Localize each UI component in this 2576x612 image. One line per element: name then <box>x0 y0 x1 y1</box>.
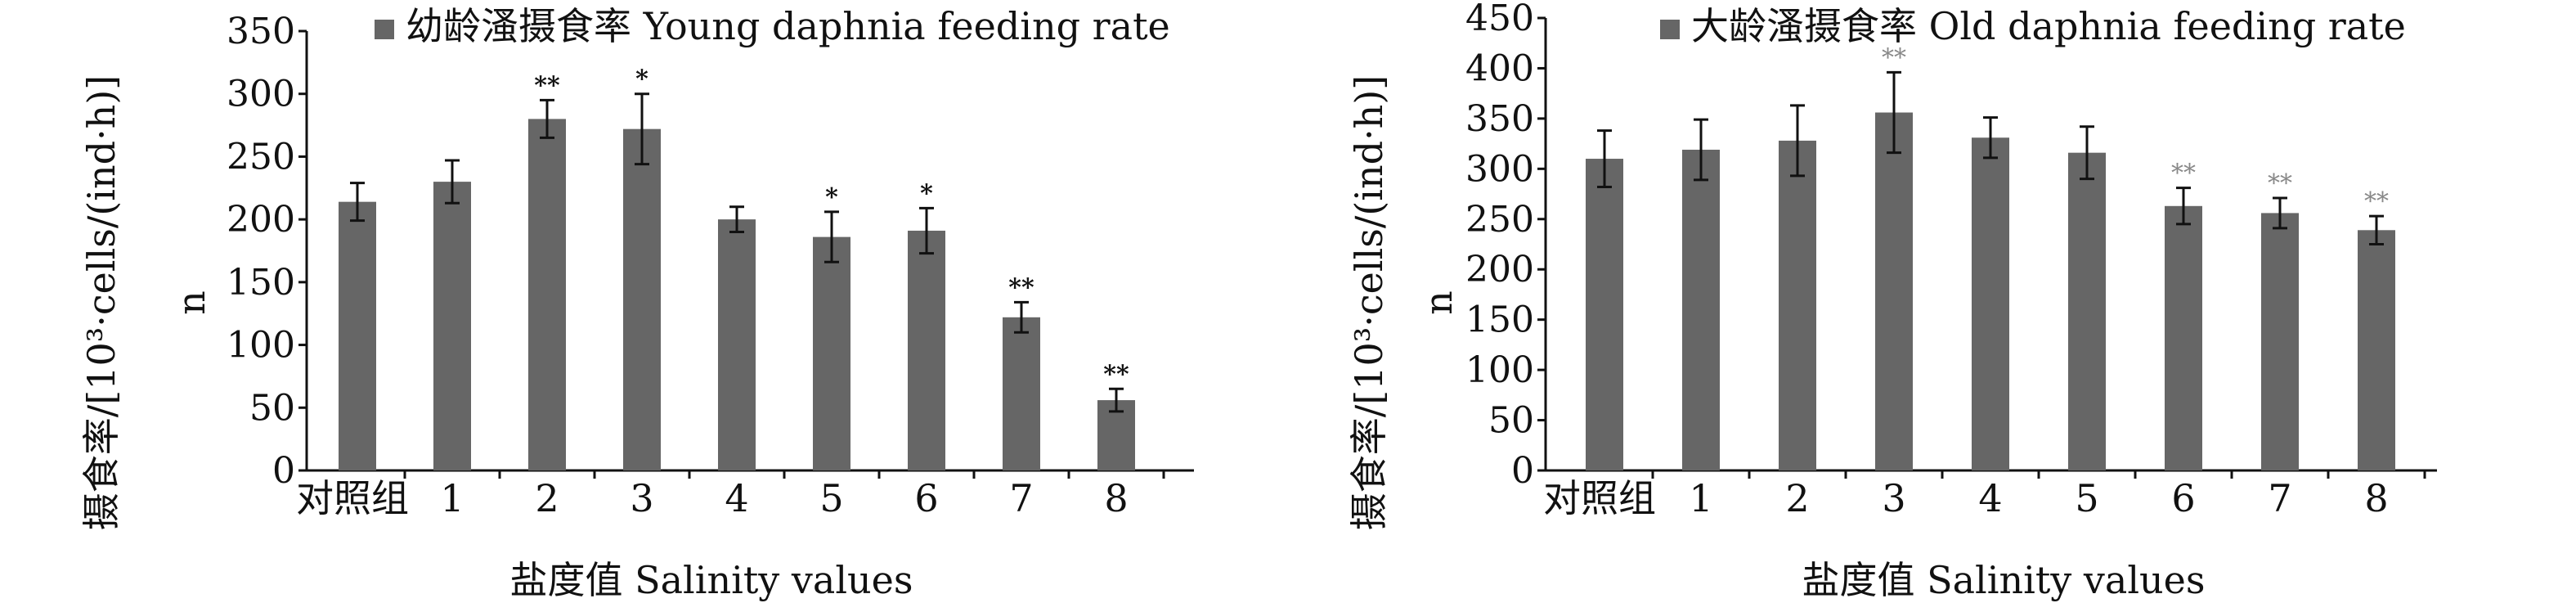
significance-mark-7: ** <box>2268 169 2292 198</box>
significance-mark-3: * <box>635 65 648 94</box>
legend-label-0: 幼龄溞摄食率 Young daphnia feeding rate <box>406 4 1170 48</box>
significance-mark-8: ** <box>2364 187 2389 216</box>
y-tick-label: 100 <box>227 325 295 367</box>
bar-5 <box>2068 152 2106 470</box>
bar-5 <box>813 236 850 470</box>
y-tick-label: 0 <box>1511 450 1534 492</box>
x-tick-label-8: 8 <box>1104 476 1128 520</box>
x-tick-label-6: 6 <box>914 476 938 520</box>
y-tick-label: 0 <box>272 450 295 492</box>
significance-mark-6: * <box>920 179 933 208</box>
bar-7 <box>1003 317 1040 470</box>
bar-6 <box>908 230 945 470</box>
significance-mark-6: ** <box>2171 160 2196 188</box>
y-tick-label: 100 <box>1465 349 1534 391</box>
significance-mark-7: ** <box>1008 273 1034 302</box>
bar-3 <box>1875 112 1913 470</box>
x-tick-label-0: 对照组 <box>296 476 409 520</box>
y-tick-label: 450 <box>1465 0 1534 39</box>
y-tick-label: 150 <box>227 262 295 304</box>
bar-6 <box>2165 205 2202 470</box>
significance-mark-5: * <box>825 183 838 212</box>
x-tick-label-4: 4 <box>1978 476 2002 520</box>
y-tick-label: 250 <box>227 136 295 178</box>
bar-8 <box>2358 230 2395 470</box>
y-tick-label: 300 <box>1465 148 1534 190</box>
y-tick-label: 150 <box>1465 299 1534 341</box>
x-tick-label-3: 3 <box>630 476 653 520</box>
y-tick-label: 200 <box>227 199 295 241</box>
bar-1 <box>1682 149 1720 471</box>
bar-1 <box>433 182 471 470</box>
x-tick-label-8: 8 <box>2364 476 2388 520</box>
x-tick-label-7: 7 <box>2268 476 2291 520</box>
y-axis-title-1: 摄食率/[10³·cells/(ind·h)] <box>1347 75 1391 530</box>
x-tick-label-1: 1 <box>1689 476 1712 520</box>
significance-mark-8: ** <box>1103 360 1129 389</box>
y-tick-label: 350 <box>1465 98 1534 140</box>
bar-0 <box>339 201 376 471</box>
bar-4 <box>718 219 756 470</box>
x-axis-title-0: 盐度值 Salinity values <box>510 558 913 602</box>
y-tick-label: 400 <box>1465 47 1534 89</box>
legend-swatch-0 <box>375 20 394 39</box>
y-tick-label: 350 <box>227 11 295 52</box>
y-tick-label: 200 <box>1465 249 1534 290</box>
bar-2 <box>528 119 566 470</box>
x-tick-label-2: 2 <box>535 476 559 520</box>
y-tick-label: 50 <box>1488 400 1534 442</box>
x-axis-title-1: 盐度值 Salinity values <box>1802 558 2206 602</box>
bar-2 <box>1779 140 1816 470</box>
x-tick-label-7: 7 <box>1009 476 1033 520</box>
y-tick-label: 300 <box>227 74 295 115</box>
bar-7 <box>2261 213 2299 470</box>
x-tick-label-6: 6 <box>2171 476 2195 520</box>
y-tick-label: 250 <box>1465 199 1534 241</box>
legend-label-1: 大龄溞摄食率 Old daphnia feeding rate <box>1691 4 2406 48</box>
x-tick-label-4: 4 <box>725 476 748 520</box>
bar-3 <box>623 128 661 470</box>
bar-0 <box>1586 159 1623 471</box>
y-axis-title-0: 摄食率/[10³·cells/(ind·h)] <box>79 75 123 530</box>
y-axis-extra-label-1: n <box>1416 290 1461 315</box>
x-tick-label-1: 1 <box>440 476 464 520</box>
y-axis-extra-label-0: n <box>169 290 213 315</box>
x-tick-label-5: 5 <box>819 476 843 520</box>
x-tick-label-2: 2 <box>1785 476 1809 520</box>
legend-swatch-1 <box>1660 20 1680 39</box>
x-tick-label-3: 3 <box>1882 476 1905 520</box>
x-tick-label-5: 5 <box>2075 476 2098 520</box>
bar-4 <box>1972 137 2009 470</box>
y-tick-label: 50 <box>249 387 295 429</box>
x-tick-label-0: 对照组 <box>1543 476 1656 520</box>
significance-mark-3: ** <box>1882 43 1906 72</box>
significance-mark-2: ** <box>534 71 560 100</box>
